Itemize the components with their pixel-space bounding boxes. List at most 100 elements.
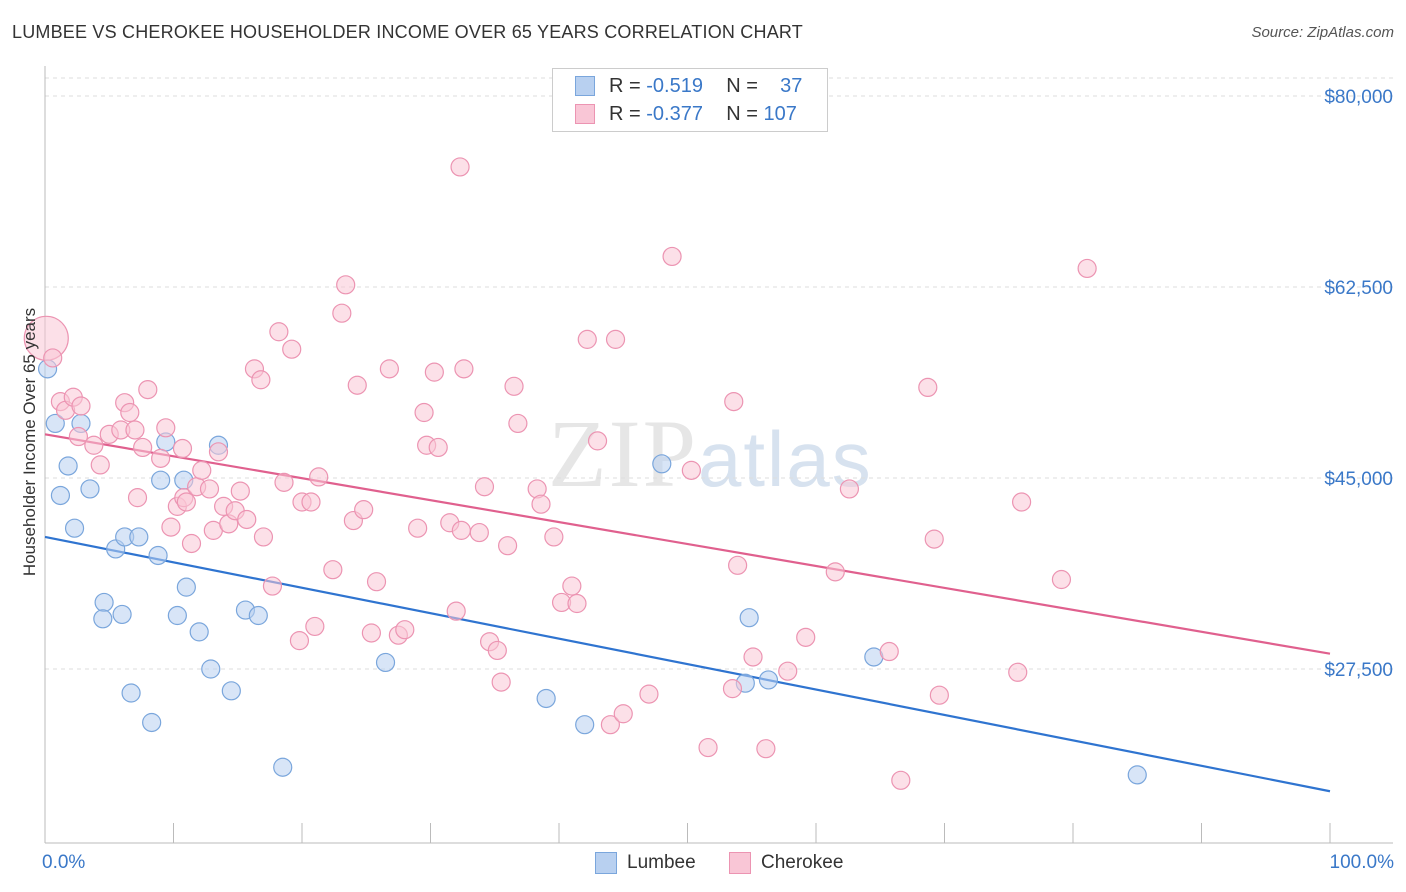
watermark-zip: ZIP xyxy=(548,400,698,507)
lumbee-point xyxy=(201,659,221,679)
cherokee-point xyxy=(756,739,776,759)
cherokee-point xyxy=(681,460,701,480)
cherokee-point xyxy=(728,555,748,575)
cherokee-point xyxy=(71,396,91,416)
lumbee-point xyxy=(536,688,556,709)
legend-n-label: N = xyxy=(726,74,758,97)
cherokee-point xyxy=(176,492,196,512)
series-legend-cherokee-label: Cherokee xyxy=(761,852,844,873)
lumbee-point xyxy=(64,518,85,538)
cherokee-point xyxy=(531,494,551,514)
lumbee-swatch xyxy=(595,852,617,874)
cherokee-point xyxy=(504,376,524,396)
legend-r-label: R = xyxy=(609,102,641,125)
cherokee-point xyxy=(544,527,564,547)
legend-r-label: R = xyxy=(609,74,641,97)
cherokee-point xyxy=(918,377,938,398)
cherokee-r-value: -0.377 xyxy=(646,102,703,125)
cherokee-point xyxy=(305,616,325,637)
lumbee-point xyxy=(167,605,187,626)
chart-title: LUMBEE VS CHEROKEE HOUSEHOLDER INCOME OV… xyxy=(12,22,803,42)
lumbee-point xyxy=(273,757,293,777)
cherokee-point xyxy=(498,536,518,556)
cherokee-point xyxy=(251,370,271,390)
lumbee-point xyxy=(45,413,65,434)
cherokee-point xyxy=(230,481,250,501)
cherokee-point xyxy=(151,448,171,468)
lumbee-point xyxy=(1127,765,1147,785)
cherokee-swatch xyxy=(729,852,751,874)
lumbee-point xyxy=(176,577,196,597)
cherokee-point xyxy=(68,426,89,447)
source-credit: Source: ZipAtlas.com xyxy=(1251,24,1394,41)
lumbee-point xyxy=(80,479,100,499)
cherokee-point xyxy=(450,157,470,177)
cherokee-point xyxy=(428,437,448,458)
y-tick-labels: $80,000 $62,500 $45,000 $27,500 xyxy=(1324,87,1393,681)
cherokee-point xyxy=(354,500,374,520)
lumbee-point xyxy=(151,470,171,490)
y-tick-label: $27,500 xyxy=(1324,660,1393,681)
lumbee-point xyxy=(248,605,268,626)
lumbee-point xyxy=(129,527,149,547)
cherokee-point xyxy=(743,647,763,667)
cherokee-point xyxy=(698,737,718,758)
cherokee-point xyxy=(451,520,471,540)
series-legend: Lumbee Cherokee xyxy=(0,852,1406,878)
cherokee-point xyxy=(474,477,495,497)
y-tick-label: $45,000 xyxy=(1324,469,1393,490)
cherokee-point xyxy=(323,560,343,580)
cherokee-point xyxy=(1011,492,1032,512)
cherokee-point xyxy=(262,576,283,596)
cherokee-point xyxy=(309,467,329,487)
lumbee-point xyxy=(93,609,113,629)
cherokee-point xyxy=(639,684,659,704)
lumbee-swatch xyxy=(575,76,595,96)
cherokee-point xyxy=(662,246,682,267)
cherokee-point xyxy=(90,455,110,475)
cherokee-point xyxy=(269,322,289,342)
lumbee-point xyxy=(652,454,672,474)
cherokee-point xyxy=(125,420,145,440)
cherokee-point xyxy=(181,533,202,554)
cherokee-point xyxy=(446,601,466,621)
zipatlas-watermark: ZIPatlas xyxy=(548,398,873,509)
lumbee-point xyxy=(758,670,779,690)
cherokee-point xyxy=(1008,662,1028,682)
cherokee-point xyxy=(577,329,597,349)
y-tick-label: $80,000 xyxy=(1324,87,1393,108)
cherokee-point xyxy=(613,704,633,724)
cherokee-swatch xyxy=(575,104,595,124)
cherokee-point xyxy=(156,418,176,438)
cherokee-point xyxy=(274,472,294,492)
cherokee-point xyxy=(408,518,428,538)
cherokee-point xyxy=(133,437,153,458)
cherokee-point xyxy=(120,402,140,423)
cherokee-point xyxy=(778,661,798,681)
cherokee-point xyxy=(1077,258,1097,279)
cherokee-point xyxy=(929,685,949,705)
cherokee-point xyxy=(1051,569,1072,590)
cherokee-point xyxy=(891,770,911,790)
cherokee-point xyxy=(424,362,444,382)
cherokee-point xyxy=(127,488,148,508)
lumbee-point xyxy=(58,456,78,476)
lumbee-point xyxy=(94,592,114,613)
lumbee-point xyxy=(375,652,396,673)
data-points xyxy=(23,157,1147,790)
lumbee-point xyxy=(50,485,71,506)
cherokee-point xyxy=(567,593,587,614)
cherokee-point xyxy=(722,679,743,699)
axes xyxy=(44,66,1393,844)
cherokee-point xyxy=(839,479,860,499)
legend-row-cherokee: R = -0.377 N = 107 xyxy=(575,100,797,128)
cherokee-point xyxy=(879,641,899,662)
cherokee-point xyxy=(796,627,816,647)
cherokee-trend-line xyxy=(44,433,1331,655)
cherokee-point xyxy=(192,460,212,480)
x-tick-label-min: 0.0% xyxy=(42,852,86,873)
lumbee-point xyxy=(142,712,162,733)
cherokee-point xyxy=(587,431,608,451)
cherokee-point xyxy=(199,479,220,499)
lumbee-trend-line xyxy=(44,535,1331,793)
